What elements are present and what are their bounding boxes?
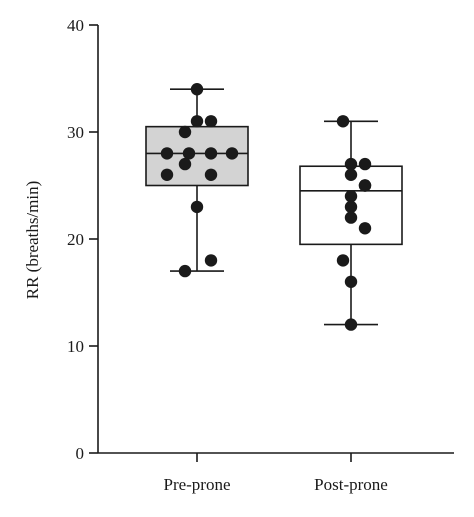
data-point: [344, 318, 358, 331]
y-tick-label: 40: [67, 16, 84, 35]
box-series: [145, 83, 403, 331]
x-category-label: Pre-prone: [163, 475, 230, 494]
data-point: [178, 157, 192, 171]
y-tick-label: 10: [67, 337, 84, 356]
y-ticks: 0 10 20 30 40: [67, 16, 98, 463]
data-point: [190, 83, 204, 96]
data-point: [182, 147, 196, 160]
data-point: [358, 157, 372, 171]
data-point: [344, 190, 358, 203]
y-tick-label: 0: [76, 444, 85, 463]
data-point: [344, 157, 358, 171]
data-point: [204, 147, 218, 160]
data-point: [160, 147, 174, 160]
data-point: [344, 211, 358, 224]
y-axis-title: RR (breaths/min): [23, 181, 42, 300]
data-point: [358, 179, 372, 192]
data-point: [344, 168, 358, 181]
data-point: [204, 254, 218, 267]
data-point: [190, 115, 204, 128]
x-axis: Pre-prone Post-prone: [98, 452, 454, 494]
x-category-label: Post-prone: [314, 475, 388, 494]
data-point: [344, 200, 358, 214]
data-point: [178, 264, 192, 278]
data-point: [178, 125, 192, 139]
data-point: [225, 147, 239, 160]
y-axis: 0 10 20 30 40 RR (breaths/min): [23, 16, 99, 463]
data-point: [160, 168, 174, 181]
data-point: [336, 254, 350, 267]
data-point: [204, 115, 218, 128]
data-point: [358, 222, 372, 235]
data-point: [190, 200, 204, 214]
x-ticks: Pre-prone Post-prone: [163, 453, 388, 494]
data-point: [344, 275, 358, 288]
data-point: [336, 115, 350, 128]
y-tick-label: 20: [67, 230, 84, 249]
box-group: [299, 115, 403, 331]
data-point: [204, 168, 218, 181]
y-tick-label: 30: [67, 123, 84, 142]
box-group: [145, 83, 249, 278]
